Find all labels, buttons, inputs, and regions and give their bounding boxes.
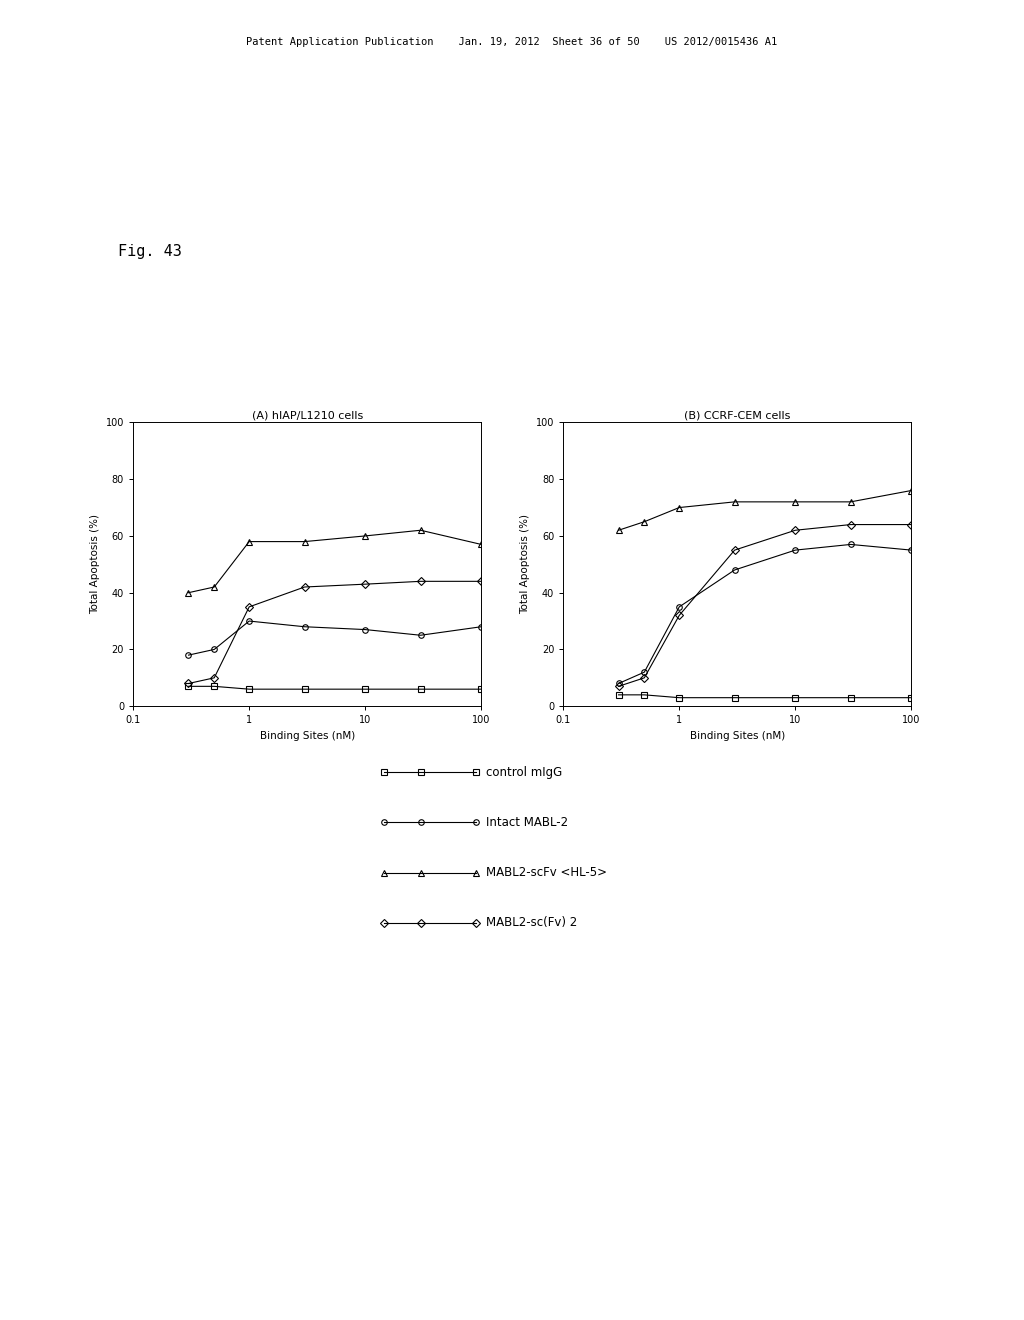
Y-axis label: Total Apoptosis (%): Total Apoptosis (%) — [90, 515, 100, 614]
Y-axis label: Total Apoptosis (%): Total Apoptosis (%) — [520, 515, 530, 614]
Title: (A) hIAP/L1210 cells: (A) hIAP/L1210 cells — [252, 411, 362, 420]
Text: MABL2-scFv <HL-5>: MABL2-scFv <HL-5> — [486, 866, 607, 879]
Text: Fig. 43: Fig. 43 — [118, 244, 181, 259]
Text: Patent Application Publication    Jan. 19, 2012  Sheet 36 of 50    US 2012/00154: Patent Application Publication Jan. 19, … — [247, 37, 777, 48]
Text: Intact MABL-2: Intact MABL-2 — [486, 816, 568, 829]
Title: (B) CCRF-CEM cells: (B) CCRF-CEM cells — [684, 411, 791, 420]
Text: control mIgG: control mIgG — [486, 766, 562, 779]
X-axis label: Binding Sites (nM): Binding Sites (nM) — [259, 731, 355, 741]
X-axis label: Binding Sites (nM): Binding Sites (nM) — [689, 731, 785, 741]
Text: MABL2-sc(Fv) 2: MABL2-sc(Fv) 2 — [486, 916, 578, 929]
